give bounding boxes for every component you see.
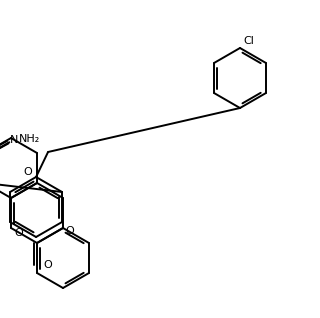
- Text: N: N: [10, 135, 19, 145]
- Text: O: O: [24, 167, 32, 177]
- Text: O: O: [15, 228, 23, 238]
- Text: O: O: [43, 260, 52, 270]
- Text: NH₂: NH₂: [18, 134, 40, 144]
- Text: O: O: [66, 226, 74, 236]
- Text: Cl: Cl: [243, 36, 254, 46]
